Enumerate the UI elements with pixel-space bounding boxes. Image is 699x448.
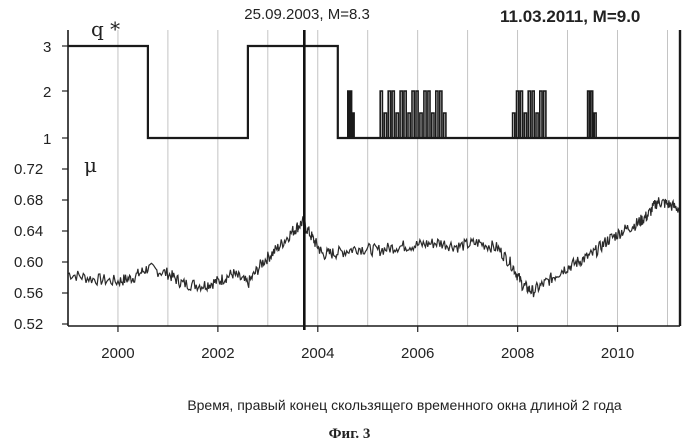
event-annotation-2011: 11.03.2011, M=9.0 [500,7,640,26]
q-regime-switch [380,91,448,138]
y-tick-label: 0.64 [14,223,43,240]
y-tick-label: 0.60 [14,254,43,271]
x-axis-title: Время, правый конец скользящего временно… [0,397,699,413]
x-tick-label: 2004 [301,345,334,362]
y-tick-label: 3 [43,39,51,56]
q-panel: 3 2 1 q * [43,17,680,326]
y-tick-label: 1 [43,131,51,148]
y-axis-title-q: q * [91,17,120,41]
mu-series [68,197,680,297]
q-regime-switch [348,91,356,138]
q-regime-switch [588,91,598,138]
y-tick-label: 2 [43,84,51,101]
x-tick-label: 2008 [501,345,534,362]
y-tick-label: 0.68 [14,192,43,209]
y-tick-label: 0.56 [14,285,43,302]
y-axis-title-mu: μ [84,153,97,177]
y-tick-label: 0.52 [14,316,43,333]
y-tick-label: 0.72 [14,161,43,178]
x-tick-label: 2002 [201,345,234,362]
x-tick-label: 2000 [101,345,134,362]
x-tick-label: 2006 [401,345,434,362]
x-axis: 2000 2002 2004 2006 2008 2010 [68,30,680,362]
figure-label: Фиг. 3 [0,426,699,443]
x-tick-label: 2010 [601,345,634,362]
mu-panel: 0.72 0.68 0.64 0.60 0.56 0.52 μ [14,153,680,333]
event-annotation-2003: 25.09.2003, M=8.3 [244,6,370,23]
